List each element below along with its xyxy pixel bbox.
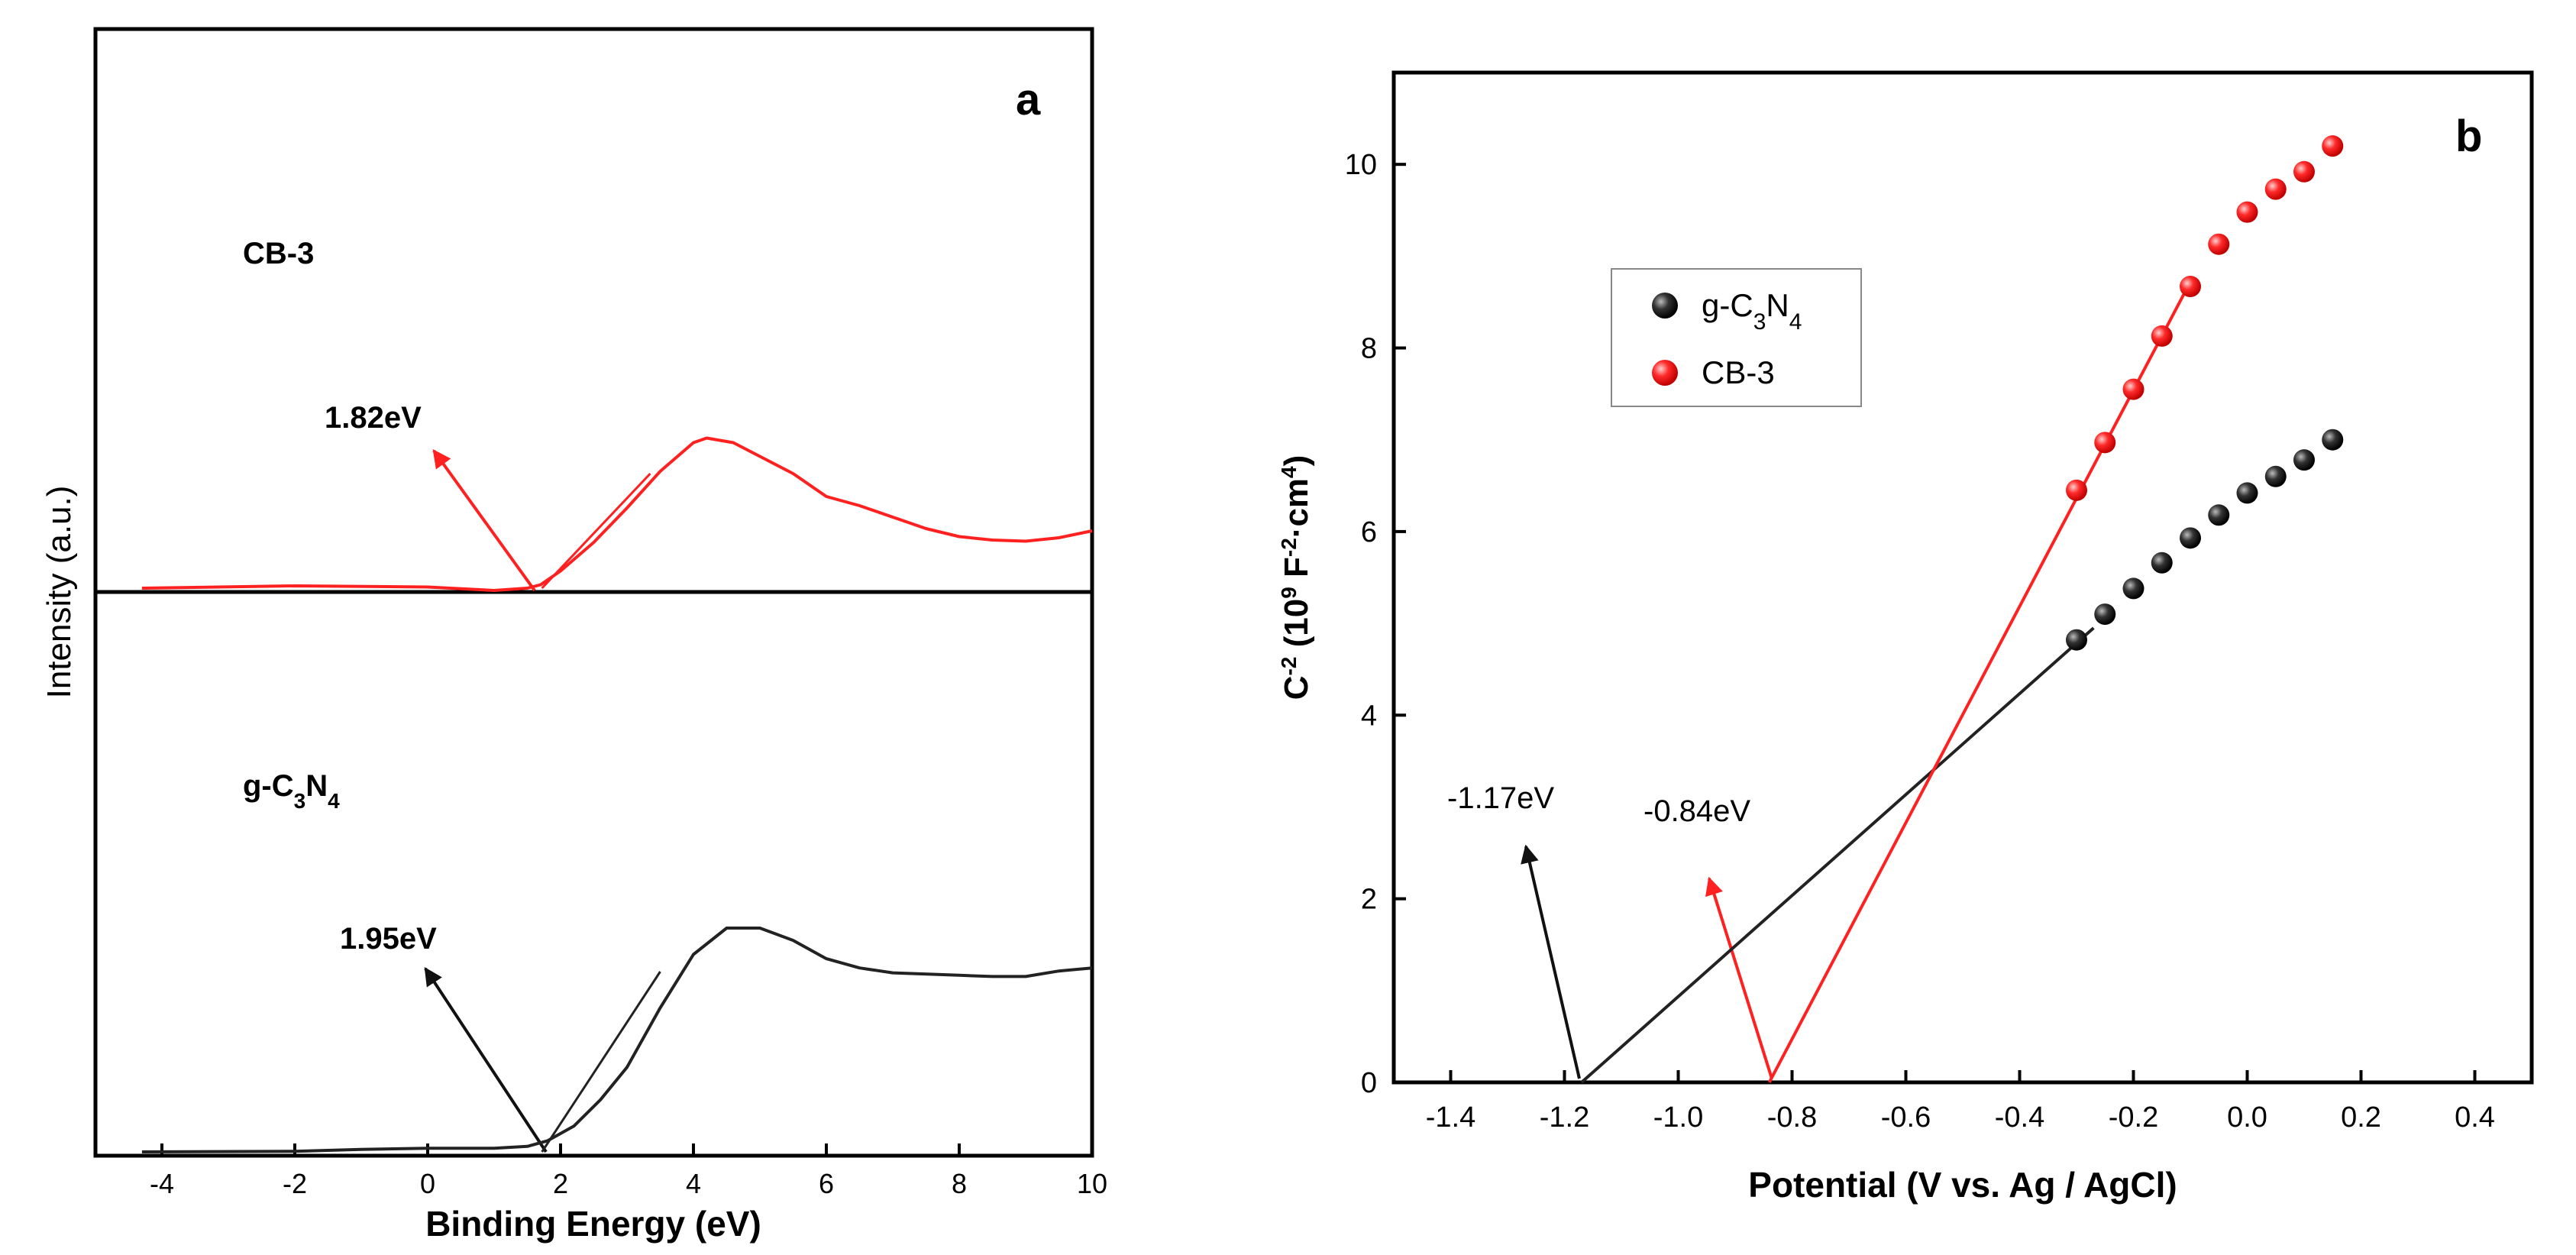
gcn-data-point (2293, 449, 2315, 471)
cb3-data-point (2293, 160, 2315, 183)
panel-b-x-tick-label: 0.4 (2455, 1101, 2495, 1134)
cb3-intercept-label: -0.84eV (1644, 794, 1750, 828)
cb3-spectrum-line (141, 436, 1093, 592)
gcn-label-part: N (305, 769, 328, 803)
cb3-bandgap-arrow (432, 449, 536, 592)
gcn-label-sub: 4 (328, 789, 340, 813)
cb3-data-point (2264, 178, 2287, 200)
gcn-data-point (2122, 577, 2145, 600)
panel-b-y-tick-label: 0 (1361, 1067, 1377, 1099)
ylabel-sup: 4 (1277, 466, 1301, 478)
cb3-tangent-line (541, 472, 651, 590)
ylabel-sup: -2 (1277, 538, 1301, 557)
panel-b: b C-2 (109 F-2·cm4) Potential (V vs. Ag … (1277, 70, 2534, 1205)
panel-a-x-tick-label: -4 (150, 1168, 174, 1199)
panel-a-x-tick-label: 2 (553, 1168, 568, 1199)
panel-b-y-axis-title: C-2 (109 F-2·cm4) (1277, 455, 1316, 700)
ylabel-sup: -2 (1277, 657, 1301, 676)
panel-a-x-tick-label: 4 (686, 1168, 701, 1199)
ylabel-part: F (1278, 557, 1315, 587)
panel-b-x-tick-label: -1.2 (1540, 1101, 1589, 1134)
gcn-bandgap-arrow (424, 966, 548, 1153)
panel-b-label: b (2455, 112, 2482, 161)
panel-a-x-tick-label: 0 (420, 1168, 435, 1199)
cb3-series-label: CB-3 (243, 237, 314, 270)
cb3-intercept-arrow (1705, 876, 1773, 1079)
ylabel-part: (10 (1278, 599, 1315, 657)
gcn-data-point (2264, 465, 2287, 487)
panel-b-x-tick-label: -1.4 (1426, 1101, 1475, 1134)
panel-a-y-axis-title: Intensity (a.u.) (40, 486, 78, 699)
panel-b-frame (1391, 70, 2534, 1085)
cb3-data-point (2151, 325, 2173, 347)
cb3-data-point (2236, 201, 2258, 223)
panel-b-y-tick-label: 10 (1345, 149, 1377, 181)
ylabel-part: ) (1278, 455, 1315, 467)
gcn-data-point (2180, 527, 2201, 549)
gcn-data-point (2322, 429, 2344, 451)
panel-b-ticks: -1.4 -1.2 -1.0 -0.8 -0.6 -0.4 -0.2 0.0 0.2 0.4 0 2 4… (1345, 149, 2495, 1134)
gcn-series-label: g-C3N4 (243, 769, 340, 813)
legend-gcn-sub: 4 (1789, 309, 1802, 335)
panel-a-x-tick-label: -2 (283, 1168, 307, 1199)
gcn-data-point (2151, 551, 2173, 574)
panel-a-x-ticks: -4 -2 0 2 4 6 8 10 (150, 1143, 1107, 1199)
cb3-data-point (2208, 233, 2230, 255)
gcn-spectrum-line (141, 927, 1093, 1153)
gcn-data-point (2236, 482, 2258, 504)
cb3-data-point (2180, 276, 2201, 298)
panel-b-legend: g-C3N4 CB-3 (1611, 268, 1862, 407)
gcn-intercept-arrow (1521, 844, 1581, 1079)
legend-gcn-part: N (1766, 287, 1789, 323)
panel-b-x-axis-title: Potential (V vs. Ag / AgCl) (1748, 1165, 2177, 1205)
legend-label-cb3: CB-3 (1702, 354, 1775, 390)
cb3-data-point (2094, 432, 2116, 454)
panel-b-x-tick-label: -0.8 (1767, 1101, 1817, 1134)
legend-gcn-sub: 3 (1753, 309, 1766, 335)
panel-a: a Intensity (a.u.) Binding Energy (eV) -… (40, 27, 1107, 1244)
legend-label-gcn: g-C3N4 (1702, 287, 1802, 335)
legend-marker-gcn (1652, 293, 1678, 319)
cb3-fit-line (1767, 281, 2192, 1083)
panel-b-plot-area (1580, 135, 2344, 1084)
gcn-label-part: g-C (243, 769, 294, 803)
gcn-intercept-label: -1.17eV (1447, 781, 1554, 815)
legend-marker-cb3 (1652, 360, 1678, 386)
panel-b-y-tick-label: 6 (1361, 516, 1377, 548)
gcn-fit-line (1580, 626, 2095, 1084)
panel-b-x-tick-label: -0.4 (1995, 1101, 2044, 1134)
cb3-data-point (2066, 479, 2087, 501)
gcn-data-point (2094, 603, 2116, 626)
panel-a-x-tick-label: 10 (1077, 1168, 1107, 1199)
ylabel-sup: 9 (1277, 587, 1301, 599)
legend-box (1611, 268, 1862, 407)
panel-b-y-tick-label: 8 (1361, 333, 1377, 365)
panel-a-plot-area (141, 436, 1093, 1153)
panel-b-x-tick-label: 0.2 (2341, 1101, 2381, 1134)
cb3-data-point (2322, 135, 2344, 157)
panel-b-x-tick-label: -0.2 (2109, 1101, 2158, 1134)
panel-b-y-tick-label: 4 (1361, 700, 1377, 732)
panel-a-label: a (1016, 75, 1041, 125)
cb3-data-point (2122, 378, 2145, 400)
gcn-data-point (2208, 504, 2230, 526)
gcn-bandgap-label: 1.95eV (340, 922, 437, 956)
gcn-data-point (2066, 629, 2087, 651)
panel-a-x-tick-label: 8 (952, 1168, 967, 1199)
legend-gcn-part: g-C (1702, 287, 1753, 323)
panel-b-x-tick-label: 0.0 (2227, 1101, 2267, 1134)
ylabel-part: C (1278, 676, 1315, 700)
panel-b-x-tick-label: -0.6 (1881, 1101, 1931, 1134)
panel-b-x-tick-label: -1.0 (1653, 1101, 1703, 1134)
panel-a-x-axis-title: Binding Energy (eV) (425, 1204, 761, 1244)
gcn-label-sub: 3 (294, 789, 306, 813)
panel-b-y-tick-label: 2 (1361, 884, 1377, 916)
gcn-tangent-line (541, 971, 661, 1153)
panel-a-x-tick-label: 6 (819, 1168, 834, 1199)
cb3-bandgap-label: 1.82eV (325, 401, 422, 435)
ylabel-part: ·cm (1278, 478, 1315, 538)
